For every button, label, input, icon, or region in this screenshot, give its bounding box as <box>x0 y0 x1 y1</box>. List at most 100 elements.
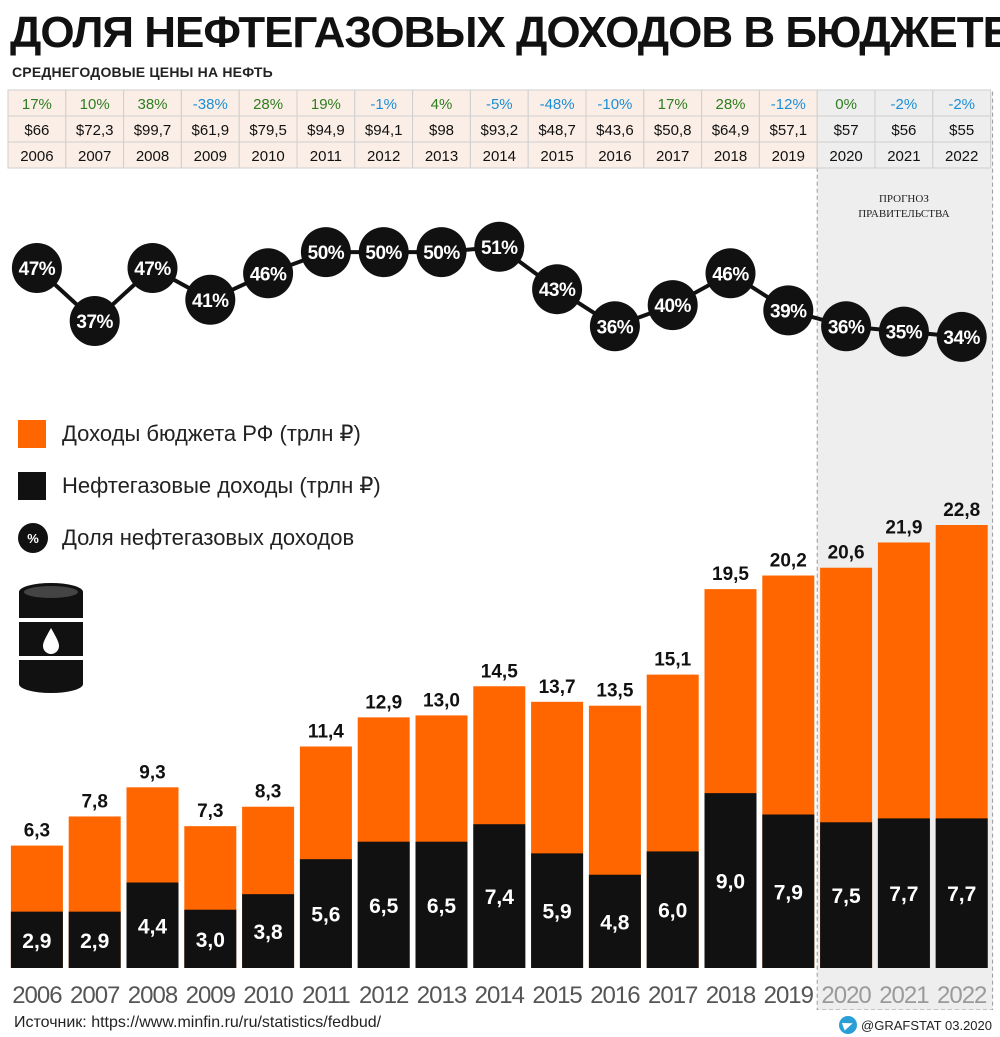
oil-price-cell: $61,9 <box>192 122 230 139</box>
table-year-cell: 2016 <box>598 148 631 165</box>
table-year-cell: 2020 <box>829 148 862 165</box>
table-year-cell: 2008 <box>136 148 169 165</box>
oil-price-cell: $57 <box>834 122 859 139</box>
revenue-value-label: 22,8 <box>943 500 980 521</box>
oil-gas-value-label: 7,7 <box>947 883 976 906</box>
x-axis-year-label: 2008 <box>128 982 178 1009</box>
oil-price-cell: $50,8 <box>654 122 692 139</box>
oil-price-cell: $43,6 <box>596 122 634 139</box>
x-axis-year-label: 2012 <box>359 982 409 1009</box>
table-year-cell: 2011 <box>310 148 342 165</box>
revenue-value-label: 13,5 <box>596 681 633 702</box>
oil-gas-value-label: 7,7 <box>889 883 918 906</box>
oil-gas-value-label: 4,4 <box>138 915 168 938</box>
source-note: Источник: https://www.minfin.ru/ru/stati… <box>14 1014 381 1032</box>
revenue-value-label: 13,7 <box>539 677 576 698</box>
oil-price-cell: $99,7 <box>134 122 172 139</box>
table-year-cell: 2018 <box>714 148 747 165</box>
table-year-cell: 2006 <box>20 148 53 165</box>
x-axis-year-label: 2011 <box>302 982 350 1009</box>
oil-price-cell: $72,3 <box>76 122 114 139</box>
oil-price-change-cell: 28% <box>253 96 283 113</box>
oil-price-change-cell: 4% <box>431 96 453 113</box>
share-value-label: 35% <box>886 323 923 344</box>
legend-swatch-black <box>18 472 46 500</box>
revenue-value-label: 21,9 <box>885 517 922 538</box>
share-value-label: 39% <box>770 301 807 322</box>
oil-price-change-cell: -2% <box>891 96 918 113</box>
share-value-label: 50% <box>365 243 402 264</box>
share-value-label: 36% <box>597 317 634 338</box>
oil-price-cell: $56 <box>891 122 916 139</box>
oil-price-change-cell: -12% <box>771 96 806 113</box>
oil-price-change-cell: -38% <box>193 96 228 113</box>
legend-item-oil-gas: Нефтегазовые доходы (трлн ₽) <box>18 460 381 512</box>
share-value-label: 43% <box>539 280 576 301</box>
oil-price-change-cell: 17% <box>22 96 52 113</box>
credit-text: @GRAFSTAT 03.2020 <box>861 1018 992 1033</box>
oil-price-cell: $57,1 <box>770 122 808 139</box>
table-year-cell: 2009 <box>194 148 227 165</box>
oil-price-cell: $94,1 <box>365 122 403 139</box>
revenue-value-label: 20,2 <box>770 551 807 572</box>
share-value-label: 47% <box>19 259 56 280</box>
x-axis-year-label: 2014 <box>475 982 525 1009</box>
x-axis-year-label: 2019 <box>764 982 814 1009</box>
legend-label-oil-gas: Нефтегазовые доходы (трлн ₽) <box>62 473 381 499</box>
forecast-label-line1: ПРОГНОЗ <box>879 193 929 205</box>
oil-price-cell: $48,7 <box>538 122 576 139</box>
oil-price-cell: $94,9 <box>307 122 345 139</box>
x-axis-year-label: 2017 <box>648 982 698 1009</box>
share-value-label: 34% <box>943 328 980 349</box>
oil-price-cell: $66 <box>24 122 49 139</box>
oil-price-cell: $64,9 <box>712 122 750 139</box>
share-value-label: 50% <box>423 243 460 264</box>
oil-gas-value-label: 3,0 <box>196 929 225 952</box>
oil-price-change-cell: -5% <box>486 96 513 113</box>
share-value-label: 41% <box>192 291 229 312</box>
legend-swatch-orange <box>18 420 46 448</box>
revenue-value-label: 19,5 <box>712 564 749 585</box>
share-value-label: 47% <box>134 259 171 280</box>
oil-gas-value-label: 2,9 <box>80 930 109 953</box>
revenue-value-label: 9,3 <box>139 762 165 783</box>
legend-label-share: Доля нефтегазовых доходов <box>62 525 354 551</box>
share-value-label: 50% <box>308 243 345 264</box>
oil-price-change-cell: 19% <box>311 96 341 113</box>
revenue-value-label: 7,3 <box>197 801 223 822</box>
oil-gas-value-label: 9,0 <box>716 871 745 894</box>
x-axis-year-label: 2013 <box>417 982 467 1009</box>
revenue-value-label: 13,0 <box>423 690 460 711</box>
revenue-value-label: 7,8 <box>81 791 107 812</box>
oil-gas-value-label: 6,5 <box>427 895 457 918</box>
revenue-value-label: 8,3 <box>255 782 281 803</box>
table-year-cell: 2013 <box>425 148 458 165</box>
share-value-label: 51% <box>481 238 518 259</box>
share-value-label: 46% <box>712 264 749 285</box>
oil-gas-value-label: 4,8 <box>600 911 630 934</box>
x-axis-year-label: 2007 <box>70 982 120 1009</box>
telegram-icon <box>839 1016 857 1034</box>
oil-gas-value-label: 5,6 <box>311 904 340 927</box>
share-value-label: 37% <box>76 312 113 333</box>
x-axis-year-label: 2015 <box>532 982 582 1009</box>
oil-price-cell: $93,2 <box>481 122 519 139</box>
revenue-value-label: 20,6 <box>828 543 865 564</box>
x-axis-year-label: 2018 <box>706 982 756 1009</box>
oil-price-change-cell: 10% <box>80 96 110 113</box>
legend-swatch-circle: % <box>18 523 48 553</box>
oil-gas-value-label: 3,8 <box>253 921 283 944</box>
oil-gas-value-label: 6,5 <box>369 895 399 918</box>
oil-price-cell: $79,5 <box>249 122 287 139</box>
share-value-label: 46% <box>250 264 287 285</box>
table-year-cell: 2012 <box>367 148 400 165</box>
x-axis-year-label: 2006 <box>12 982 62 1009</box>
oil-price-change-cell: -48% <box>540 96 575 113</box>
oil-gas-value-label: 7,5 <box>831 885 861 908</box>
oil-price-cell: $98 <box>429 122 454 139</box>
oil-price-change-cell: -10% <box>597 96 632 113</box>
table-year-cell: 2010 <box>251 148 284 165</box>
legend-label-revenue: Доходы бюджета РФ (трлн ₽) <box>62 421 361 447</box>
share-value-label: 40% <box>654 296 691 317</box>
credit: @GRAFSTAT 03.2020 <box>839 1016 992 1034</box>
